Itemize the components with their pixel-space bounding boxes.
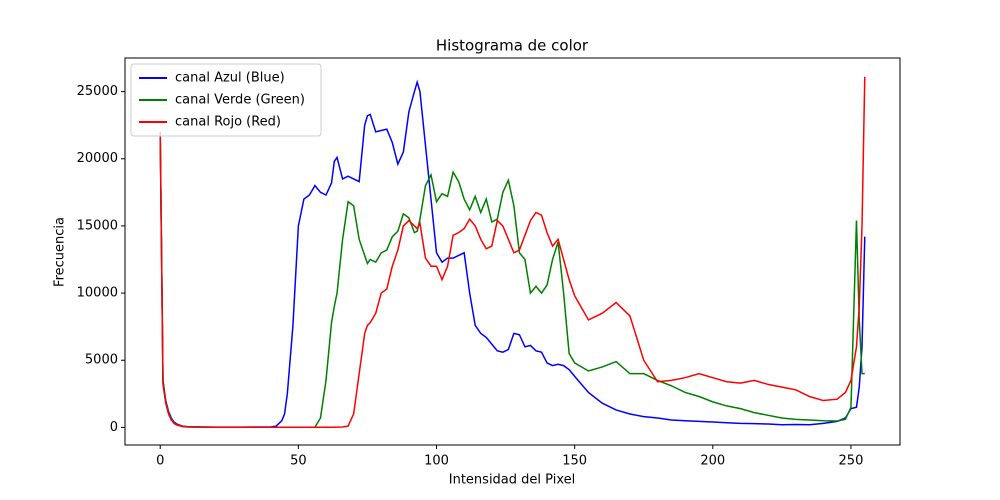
y-tick-label: 0 [110, 420, 118, 435]
axes-frame [124, 57, 901, 446]
y-tick-label: 25000 [77, 84, 118, 99]
x-axis-label: Intensidad del Pixel [449, 473, 575, 488]
y-tick-label: 15000 [77, 218, 118, 233]
y-tick-label: 10000 [77, 286, 118, 301]
plot-area [159, 76, 866, 429]
series-line [159, 79, 866, 428]
series-line [159, 76, 866, 429]
y-tick-label: 20000 [77, 151, 118, 166]
chart-title: Histograma de color [436, 37, 589, 55]
x-tick-label: 150 [562, 454, 587, 469]
legend-label: canal Verde (Green) [175, 93, 305, 108]
x-tick-label: 200 [700, 454, 725, 469]
legend-box [130, 63, 322, 137]
legend: canal Azul (Blue) canal Verde (Green) cana… [130, 63, 322, 137]
x-tick-label: 100 [424, 454, 449, 469]
x-tick-label: 0 [156, 454, 164, 469]
legend-label: canal Azul (Blue) [175, 71, 285, 86]
x-tick-label: 50 [290, 454, 307, 469]
y-tick-label: 5000 [85, 353, 118, 368]
y-axis-label: Frecuencia [53, 217, 68, 287]
x-tick-label: 250 [839, 454, 864, 469]
legend-label: canal Rojo (Red) [175, 115, 281, 130]
